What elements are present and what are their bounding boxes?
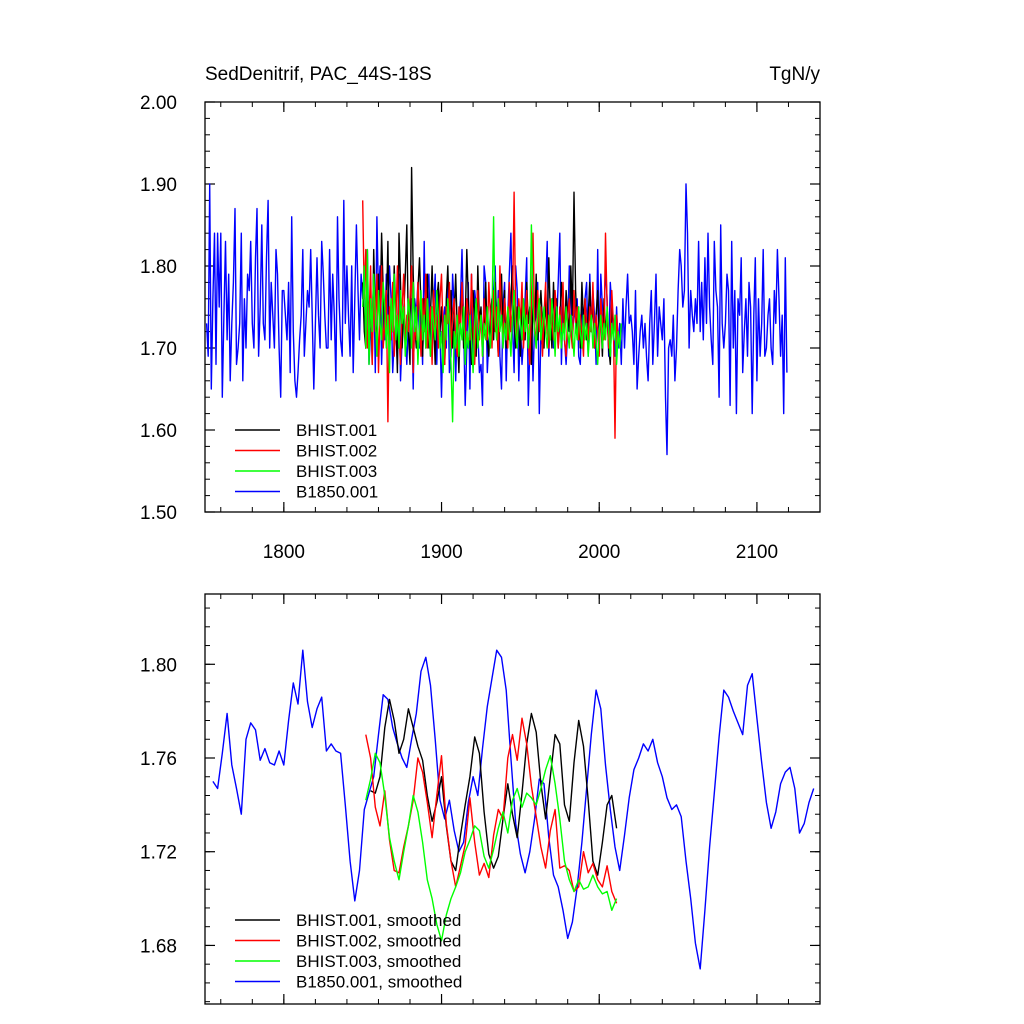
x-tick-label: 1900 [420,542,462,563]
axis-ticks-top: 1.50 1.60 1.70 1.80 1.90 2.00 1800 1900 2000 2100 [140,93,821,563]
legend-label: BHIST.002 [296,442,377,461]
series-group-bottom [212,649,815,970]
axis-ticks-bottom: 1.68 1.72 1.76 1.80 [140,594,821,1004]
x-tick-label: 2100 [736,542,778,563]
series-line-bhist-001-smoothed [370,698,618,876]
series-line-b1850-001-smoothed [212,649,815,970]
legend-bottom: BHIST.001, smoothed BHIST.002, smoothedBH… [235,911,462,992]
legend-label: BHIST.001, smoothed [296,911,461,930]
x-tick-label: 2000 [578,542,620,563]
y-tick-label: 1.80 [140,257,177,278]
y-tick-label: 1.72 [140,843,177,864]
y-tick-label: 1.60 [140,421,177,442]
legend-label: BHIST.001 [296,421,377,440]
plot-frame-bottom [204,593,821,1005]
series-line-bhist-003-smoothed [365,752,618,942]
y-tick-label: 1.76 [140,749,177,770]
chart-top-panel: SedDenitrif, PAC_44S-18S TgN/y 1.501.601… [140,64,821,563]
chart-title: SedDenitrif, PAC_44S-18S [205,64,432,85]
x-tick-label: 1800 [263,542,305,563]
y-tick-label: 2.00 [140,93,177,114]
chart-bottom-panel: 1.681.721.761.80 BHIST.001, smoothedBHIS… [140,593,821,1005]
legend-label: BHIST.003, smoothed [296,952,461,971]
y-tick-label: 1.80 [140,655,177,676]
legend-label: BHIST.002, smoothed [296,932,461,951]
chart-units: TgN/y [769,64,820,85]
legend-label: BHIST.003 [296,462,377,481]
plot-frame-top [204,101,821,513]
legend-label: B1850.001 [296,483,378,502]
y-tick-label: 1.90 [140,175,177,196]
y-tick-label: 1.68 [140,936,177,957]
y-tick-label: 1.70 [140,339,177,360]
series-group-top [205,166,788,456]
series-line-bhist-003 [362,216,622,423]
legend-label: B1850.001, smoothed [296,973,462,992]
y-tick-label: 1.50 [140,503,177,524]
